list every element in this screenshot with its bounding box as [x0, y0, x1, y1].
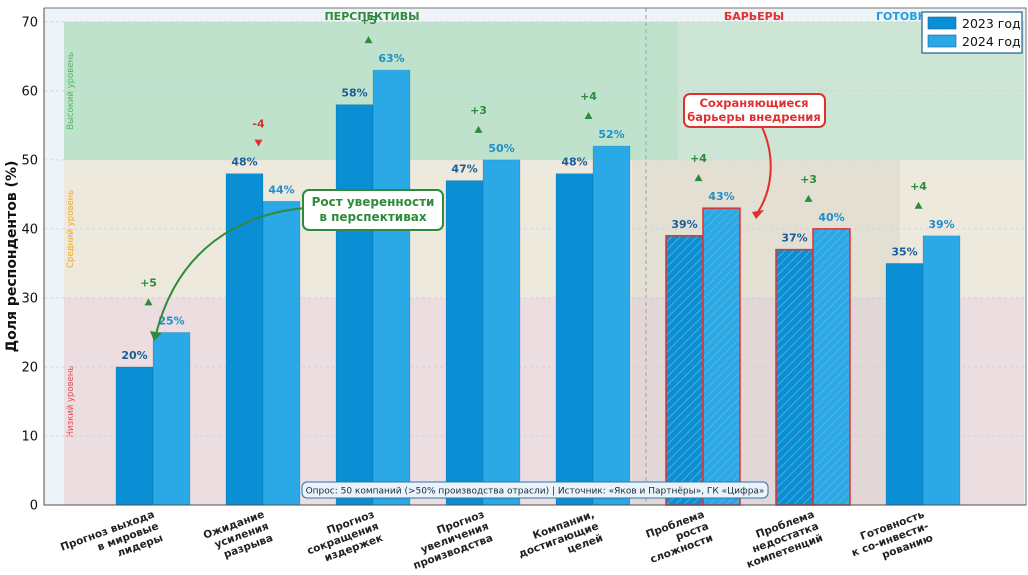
y-tick-label: 30 [21, 291, 38, 306]
delta-label: +5 [360, 14, 377, 27]
bar-2023 [335, 104, 374, 506]
delta-label: +3 [800, 173, 817, 186]
value-label: 63% [378, 52, 404, 65]
value-label: 43% [708, 190, 734, 203]
x-tick-label: Готовностьк со-инвести-рованию [846, 508, 935, 571]
y-tick-label: 10 [21, 429, 38, 444]
x-tick-label-text: Готовностьк со-инвести-рованию [846, 508, 935, 571]
x-tick-label-text: Прогнозувеличенияпроизводства [403, 509, 494, 572]
x-tick-label-text: Прогнозсокращенияиздержек [301, 509, 384, 570]
bar-2023 [445, 180, 484, 506]
grid-layer [44, 8, 1026, 506]
x-tick-label: Проблеманедостаткакомпетенций [736, 509, 825, 571]
y-tick-label: 20 [21, 360, 38, 375]
y-tick-label: 70 [21, 15, 38, 30]
legend-label: 2024 год [962, 34, 1021, 49]
bar-2023 [885, 263, 924, 506]
x-tick-label: Компании,достигающиецелей [513, 509, 605, 573]
bar-2024 [262, 200, 301, 506]
triangle-up-icon [144, 298, 153, 306]
value-label: 40% [818, 211, 844, 224]
confidence-annotation-box [302, 189, 444, 231]
delta-label: +5 [140, 276, 157, 289]
triangle-up-icon [474, 125, 483, 133]
triangle-up-icon [364, 36, 373, 44]
value-label: 37% [781, 232, 807, 245]
bar-2024 [372, 69, 411, 506]
barrier-hatch [702, 207, 741, 506]
annotations-layer: ПЕРСПЕКТИВЫ БАРЬЕРЫ ГОТОВН...Рост уверенно… [150, 10, 939, 499]
triangle-up-icon [804, 194, 813, 202]
barrier-hatch [665, 235, 704, 506]
x-tick-label: Прогнозувеличенияпроизводства [403, 509, 495, 572]
value-label: 48% [231, 156, 257, 169]
barrier-hatch [812, 228, 851, 506]
value-label: 39% [671, 218, 697, 231]
bar-2024 [482, 159, 521, 506]
value-label: 58% [341, 87, 367, 100]
x-tick-label: Прогнозсокращенияиздержек [301, 509, 384, 570]
value-label: 47% [451, 163, 477, 176]
section-title-perspectives: ПЕРСПЕКТИВЫ [324, 10, 419, 23]
x-tick-label-text: Проблеманедостаткакомпетенций [736, 509, 824, 571]
source-note: Опрос: 50 компаний (>50% производства от… [306, 487, 765, 497]
x-tick-label-text: Проблемаростасложности [640, 509, 714, 566]
y-tick-label: 50 [21, 153, 38, 168]
barriers-annotation-text: Сохраняющиеся барьеры внедрения [687, 96, 820, 124]
y-tick-label: 0 [30, 499, 38, 514]
y-tick-label: 40 [21, 222, 38, 237]
value-label: 39% [928, 218, 954, 231]
bar-2024 [152, 332, 191, 506]
delta-label: +3 [470, 104, 487, 117]
triangle-up-icon [584, 112, 593, 120]
legend: 2023 год 2024 год [921, 11, 1023, 54]
confidence-annotation-text: Рост уверенности в перспективах [312, 195, 435, 224]
bar-2024 [922, 235, 961, 506]
triangle-up-icon [914, 201, 923, 209]
legend-label: 2023 год [962, 16, 1021, 31]
bar-2024 [592, 145, 631, 506]
source-note-box [301, 481, 769, 499]
bar-2023 [115, 366, 154, 506]
zone-band [64, 297, 1024, 505]
barrier-hatch [775, 248, 814, 506]
delta-label: +4 [580, 90, 597, 103]
value-label: 48% [561, 156, 587, 169]
y-axis-label: Доля респондентов (%) [4, 161, 20, 353]
value-label: 25% [158, 314, 184, 327]
arrow-head-icon [150, 331, 162, 341]
x-tick-label-text: Ожиданиеусиленияразрыва [202, 509, 275, 566]
value-label: 50% [488, 142, 514, 155]
x-tick-label: Ожиданиеусиленияразрыва [202, 509, 275, 566]
value-label: 44% [268, 183, 294, 196]
triangle-down-icon [254, 139, 263, 147]
x-tick-label: Проблемаростасложности [640, 509, 714, 566]
plot-frame [43, 7, 1027, 506]
legend-swatch [927, 16, 957, 30]
delta-label: +4 [910, 180, 927, 193]
confidence-arrow [155, 207, 306, 335]
triangle-up-icon [694, 174, 703, 182]
legend-swatch [927, 34, 957, 48]
x-tick-label-text: Компании,достигающиецелей [513, 509, 605, 573]
section-title-barriers: БАРЬЕРЫ [724, 10, 784, 23]
value-label: 20% [121, 349, 147, 362]
delta-label: +4 [690, 152, 707, 165]
bars-layer [115, 69, 961, 506]
y-tick-label: 60 [21, 84, 38, 99]
x-tick-label: Прогноз выходав мировыелидеры [59, 509, 165, 575]
barriers-annotation-box [683, 93, 826, 128]
arrow-head-icon [752, 210, 764, 219]
bar-2023 [555, 173, 594, 506]
zone-label: Низкий уровень [66, 366, 76, 438]
labels-layer: 20% 25% +5 48% 44% -4 58% 63% +5 47% 50% +3 48% 52% +4… [121, 14, 954, 362]
delta-label: -4 [252, 118, 265, 131]
value-label: 35% [891, 245, 917, 258]
value-label: 52% [598, 128, 624, 141]
barriers-arrow [757, 126, 772, 213]
x-tick-label-text: Прогноз выходав мировыелидеры [59, 509, 165, 575]
